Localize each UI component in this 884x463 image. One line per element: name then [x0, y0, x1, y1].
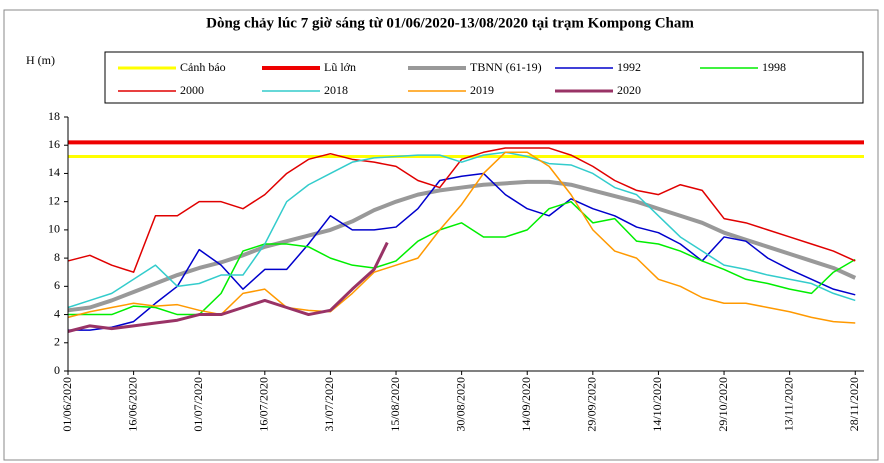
series-line: [67, 151, 856, 309]
legend-label: 2019: [470, 83, 494, 97]
x-tick-label: 14/10/2020: [650, 377, 664, 432]
series-line: [67, 151, 856, 324]
series-line: [67, 241, 389, 333]
y-tick-label: 0: [54, 363, 60, 377]
x-tick-label: 16/06/2020: [125, 377, 139, 432]
legend-label: 2000: [180, 83, 204, 97]
legend-label: Cảnh báo: [180, 60, 226, 74]
y-axis-label: H (m): [26, 53, 55, 67]
legend-label: 2018: [324, 83, 348, 97]
x-tick-label: 13/11/2020: [781, 377, 795, 431]
x-tick-label: 31/07/2020: [322, 377, 336, 432]
x-tick-label: 30/08/2020: [453, 377, 467, 432]
chart-title: Dòng chảy lúc 7 giờ sáng từ 01/06/2020-1…: [206, 15, 694, 31]
series-line: [67, 179, 857, 313]
legend-label: 2020: [617, 83, 641, 97]
y-tick-label: 12: [48, 193, 60, 207]
y-tick-label: 14: [48, 165, 60, 179]
y-tick-label: 6: [54, 278, 60, 292]
x-tick-label: 01/07/2020: [191, 377, 205, 432]
x-tick-label: 01/06/2020: [60, 377, 74, 432]
chart-frame: [3, 9, 879, 461]
y-tick-label: 4: [54, 306, 60, 320]
legend-label: 1992: [617, 60, 641, 74]
series-line: [68, 172, 856, 331]
x-tick-label: 29/10/2020: [716, 377, 730, 432]
x-tick-label: 15/08/2020: [388, 377, 402, 432]
x-tick-label: 29/09/2020: [585, 377, 599, 432]
y-tick-label: 10: [48, 222, 60, 236]
x-tick-label: 14/09/2020: [519, 377, 533, 432]
y-tick-label: 16: [48, 137, 60, 151]
y-tick-label: 18: [48, 109, 60, 123]
y-tick-label: 2: [54, 335, 60, 349]
x-tick-label: 16/07/2020: [257, 377, 271, 432]
y-tick-label: 8: [54, 250, 60, 264]
legend-label: 1998: [762, 60, 786, 74]
legend-label: Lũ lớn: [324, 60, 356, 74]
legend: [104, 51, 864, 104]
series-line: [67, 147, 856, 273]
series-line: [68, 200, 856, 316]
x-tick-label: 28/11/2020: [847, 377, 861, 431]
legend-label: TBNN (61-19): [470, 60, 542, 74]
